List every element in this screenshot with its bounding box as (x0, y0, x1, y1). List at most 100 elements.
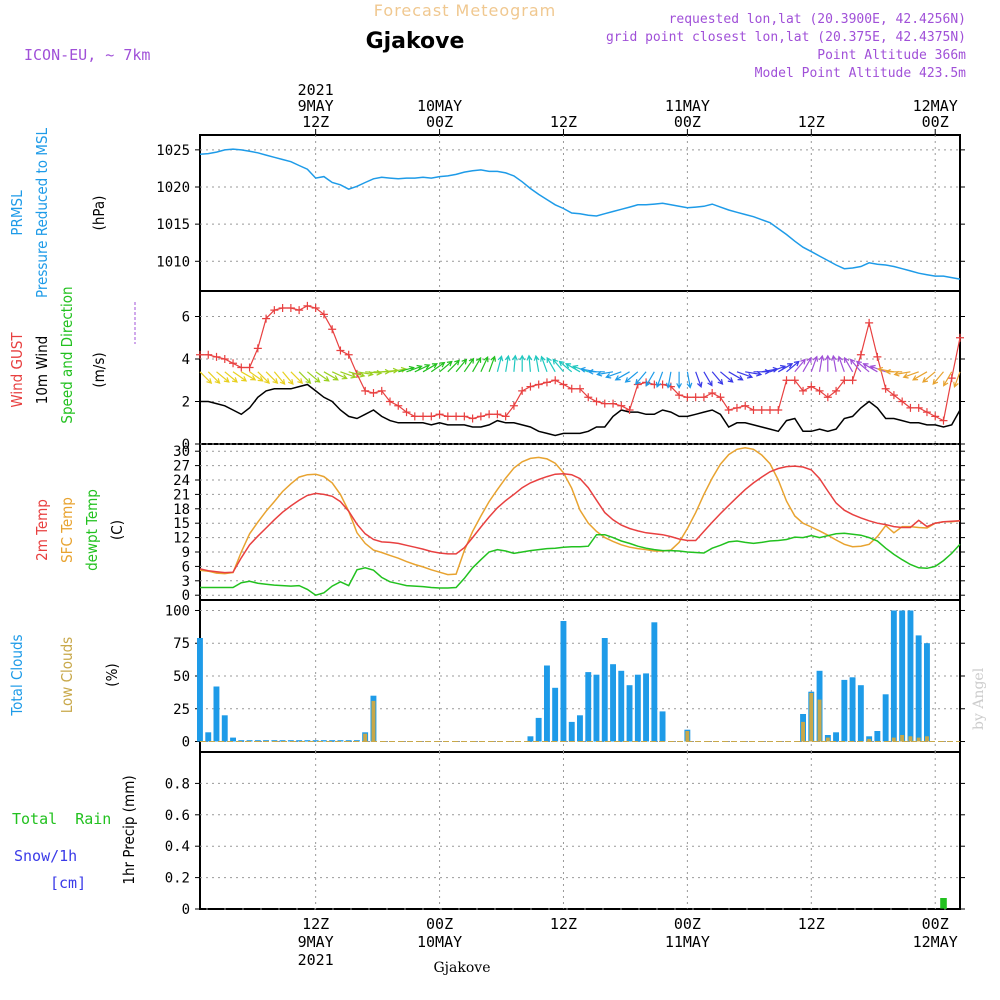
gust-point (237, 363, 246, 372)
gust-point (782, 376, 791, 385)
pressure-label-desc: Pressure Reduced to MSL (33, 127, 51, 298)
gust-point (220, 355, 229, 363)
gust-point (708, 389, 717, 397)
y-tick-label: 0 (182, 735, 190, 751)
precip-legend-unit: [cm] (50, 874, 86, 892)
total-cloud-bar (560, 621, 567, 742)
wind-arrow (488, 355, 496, 373)
y-tick-label: 24 (173, 473, 190, 489)
model-name: ICON-EU, ~ 7km (24, 46, 150, 64)
y-tick-label: 0.6 (165, 808, 190, 824)
total-cloud-bar (312, 740, 319, 742)
gust-point (286, 304, 295, 312)
low-cloud-bar (817, 699, 822, 742)
wind-arrow (686, 371, 693, 389)
wind-label-10m: 10m Wind (33, 336, 51, 405)
gust-point (898, 397, 907, 406)
wind-arrow (634, 371, 647, 385)
wind-arrow (695, 371, 703, 388)
total-cloud-bar (924, 643, 930, 742)
gust-point (253, 344, 262, 353)
bottom-time-label: 00Z (922, 915, 949, 933)
top-time-label: 9MAY (298, 97, 334, 115)
requested-coords: requested lon,lat (20.3900E, 42.4256N) (669, 12, 966, 27)
wind-arrow (199, 371, 213, 384)
wind-arrow (232, 371, 248, 382)
wind-arrow (455, 358, 468, 373)
total-cloud-bar (221, 715, 228, 742)
top-time-label: 12Z (798, 113, 825, 131)
top-time-label: 10MAY (417, 97, 462, 115)
wind-arrow (512, 354, 518, 372)
total-cloud-bar (882, 694, 889, 742)
gust-point (889, 391, 898, 400)
wind-arrow (932, 371, 944, 385)
y-tick-label: 0.2 (165, 871, 190, 887)
gust-point (551, 376, 560, 385)
total-cloud-bar (651, 622, 658, 742)
wind-arrow (720, 371, 734, 383)
gust-point (229, 359, 238, 368)
gust-point (832, 386, 841, 395)
wind-arrow (265, 371, 279, 384)
clouds-unit-label: (%) (103, 663, 121, 686)
y-tick-label: 0 (182, 437, 190, 453)
credit-watermark: by Angel (971, 667, 987, 730)
total-cloud-bar (287, 740, 294, 742)
temp-unit-label: (C) (108, 520, 126, 540)
wind-arrow (676, 371, 683, 390)
total-cloud-bar (857, 685, 864, 742)
y-tick-label: 75 (173, 636, 190, 652)
gust-point (270, 306, 279, 315)
gust-point (716, 393, 725, 402)
wind-label-dir: Speed and Direction (58, 286, 76, 423)
wind-arrow (837, 355, 845, 373)
total-cloud-bar (296, 740, 303, 742)
wind-arrow (504, 354, 511, 372)
wind-arrow (558, 360, 573, 373)
wind-arrow (526, 354, 533, 372)
bottom-time-label: 11MAY (665, 933, 710, 951)
gust-point (592, 397, 601, 406)
wind-arrow (414, 364, 431, 373)
wind-arrow (249, 371, 264, 382)
precip-bars (200, 898, 960, 910)
dewpoint-series-line (200, 532, 961, 597)
wind-arrow (298, 371, 312, 384)
total-cloud-bar (915, 635, 922, 742)
bottom-time-label: 9MAY (298, 933, 334, 951)
wind-arrow (843, 356, 854, 373)
wind-arrow (605, 371, 622, 379)
wind-arrow (565, 363, 581, 373)
gust-point (262, 314, 271, 323)
bottom-time-label: 12MAY (913, 933, 958, 951)
gust-point (906, 403, 915, 412)
total-cloud-bar (601, 638, 608, 742)
y-tick-label: 4 (182, 352, 190, 368)
wind-arrow (307, 371, 321, 383)
total-cloud-bar (585, 672, 592, 742)
precip-panel-frame (199, 751, 961, 910)
low-cloud-bar (371, 700, 376, 742)
pressure-series-line (199, 148, 961, 280)
gust-point (402, 408, 411, 417)
wind-arrow (855, 360, 870, 373)
y-tick-label: 100 (165, 603, 190, 619)
wind-arrow (862, 363, 878, 373)
total-cloud-bar (527, 736, 534, 742)
low-cloud-bar (908, 736, 913, 742)
gust-point (501, 412, 510, 421)
total-cloud-bar (246, 740, 253, 742)
y-tick-label: 0 (182, 902, 190, 918)
gust-point (278, 304, 287, 312)
wind-arrow (922, 371, 936, 383)
wind-arrow (463, 357, 475, 373)
total-cloud-bar (610, 664, 616, 742)
y-tick-label: 15 (173, 516, 190, 532)
y-tick-label: 30 (173, 444, 190, 460)
gust-point (369, 389, 378, 397)
wind-arrow (207, 371, 221, 384)
gust-point (419, 412, 428, 421)
wind-panel-frame (199, 290, 961, 445)
